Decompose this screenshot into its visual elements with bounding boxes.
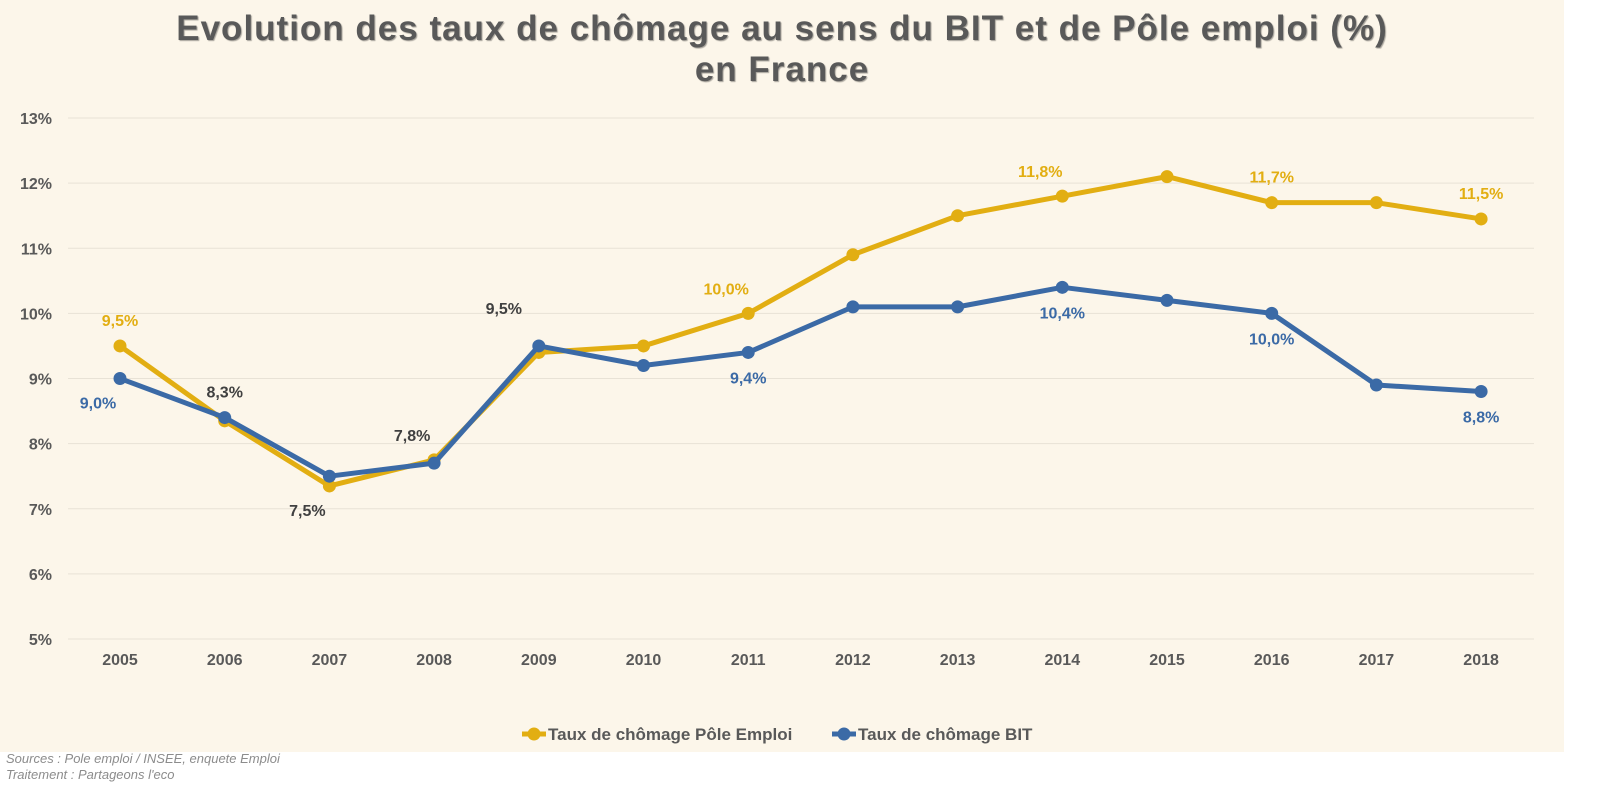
data-label: 9,5% — [486, 301, 522, 318]
y-tick-label: 8% — [29, 437, 52, 454]
data-point — [1055, 189, 1069, 203]
data-label: 10,4% — [1040, 305, 1085, 322]
legend-swatch-marker — [527, 727, 541, 741]
y-tick-label: 12% — [20, 176, 52, 193]
x-tick-label: 2017 — [1359, 652, 1395, 669]
x-tick-label: 2005 — [102, 652, 138, 669]
y-tick-label: 11% — [21, 241, 52, 258]
chart-title-line-2: en France — [694, 50, 870, 89]
x-tick-label: 2007 — [312, 652, 348, 669]
processing-line: Traitement : Partageons l'eco — [6, 767, 175, 782]
data-label: 8,8% — [1463, 410, 1499, 427]
data-point — [846, 300, 860, 314]
series-bit — [113, 280, 1488, 483]
y-tick-label: 7% — [29, 502, 52, 519]
data-point — [1369, 196, 1383, 210]
y-tick-label: 10% — [20, 306, 52, 323]
data-point — [951, 209, 965, 223]
data-labels: 9,5% 9,0% 8,3% 7,5% 7,8% 9,5% 10,0% 9,4% 11,8% 10… — [80, 164, 1504, 520]
data-point — [741, 345, 755, 359]
data-point — [113, 339, 127, 353]
series-line — [117, 174, 1484, 489]
data-point — [322, 469, 336, 483]
series-pole-emploi — [113, 170, 1488, 493]
data-point — [218, 411, 232, 425]
data-point — [637, 358, 650, 372]
chart-title: Evolution des taux de chômage au sens du… — [0, 8, 1564, 90]
series-line — [117, 284, 1484, 479]
data-point — [113, 372, 127, 385]
data-point — [1055, 280, 1069, 294]
y-axis-ticks: 13% 12% 11% 10% 9% 8% 7% 6% 5% — [20, 111, 52, 649]
data-label: 7,5% — [289, 503, 325, 520]
chart-panel — [0, 0, 1564, 752]
legend: Taux de chômage Pôle Emploi Taux de chôma… — [522, 725, 1033, 744]
data-point — [1265, 196, 1279, 210]
data-label: 11,5% — [1459, 186, 1503, 203]
x-tick-label: 2010 — [626, 652, 662, 669]
y-tick-label: 13% — [20, 111, 52, 128]
x-tick-label: 2013 — [940, 652, 976, 669]
x-tick-label: 2016 — [1254, 652, 1290, 669]
x-tick-label: 2006 — [207, 652, 243, 669]
series-lines — [113, 170, 1488, 493]
data-label: 9,5% — [102, 313, 138, 330]
data-label: 7,8% — [394, 428, 430, 445]
x-tick-label: 2015 — [1149, 652, 1185, 669]
data-label: 10,0% — [704, 281, 749, 298]
x-axis-ticks: 2005 2006 2007 2008 2009 2010 2011 2012 2013 2014… — [102, 652, 1499, 669]
gridlines — [68, 117, 1534, 640]
data-point — [427, 456, 441, 470]
data-label: 9,0% — [80, 396, 116, 413]
x-tick-label: 2008 — [416, 652, 452, 669]
legend-label: Taux de chômage BIT — [858, 725, 1033, 744]
line-chart: 13%12%11%10%9%8%7%6%5% 2005 2006 2007 2008 2… — [20, 111, 1534, 744]
y-tick-label: 5% — [29, 632, 52, 649]
x-tick-label: 2014 — [1045, 652, 1081, 669]
data-label: 11,7% — [1249, 170, 1293, 187]
legend-item: Taux de chômage BIT — [832, 725, 1033, 744]
data-point — [322, 479, 336, 493]
legend-item: Taux de chômage Pôle Emploi — [522, 725, 792, 744]
y-tick-label: 6% — [29, 567, 52, 584]
data-point — [1160, 293, 1174, 307]
data-point — [1474, 385, 1488, 399]
data-point — [1160, 170, 1174, 184]
data-point — [846, 248, 860, 262]
y-tick-label: 9% — [29, 372, 52, 389]
legend-swatch-marker — [837, 727, 851, 741]
chart-title-line-1: Evolution des taux de chômage au sens du… — [176, 9, 1388, 48]
x-tick-label: 2018 — [1463, 652, 1499, 669]
source-line: Sources : Pole emploi / INSEE, enquete E… — [6, 751, 280, 766]
x-tick-label: 2011 — [731, 652, 766, 669]
data-point — [637, 339, 650, 353]
data-point — [741, 306, 755, 320]
data-label: 9,4% — [730, 370, 766, 387]
x-tick-label: 2012 — [835, 652, 871, 669]
data-point — [1369, 378, 1383, 392]
data-point — [1265, 306, 1279, 320]
data-label: 8,3% — [206, 385, 242, 402]
data-point — [951, 300, 965, 314]
data-point — [1474, 212, 1488, 226]
source-note: Sources : Pole emploi / INSEE, enquete E… — [6, 751, 280, 783]
data-label: 10,0% — [1249, 331, 1294, 348]
legend-label: Taux de chômage Pôle Emploi — [548, 725, 792, 744]
data-label: 11,8% — [1018, 164, 1062, 181]
data-point — [532, 339, 546, 353]
x-tick-label: 2009 — [521, 652, 557, 669]
